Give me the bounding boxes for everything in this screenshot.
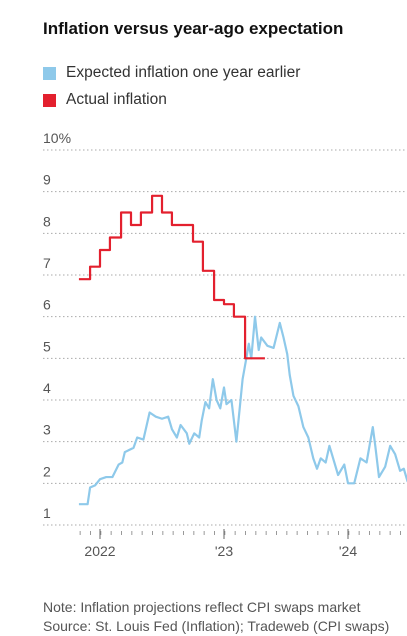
- legend-item-actual: Actual inflation: [43, 91, 167, 109]
- chart-title: Inflation versus year-ago expectation: [43, 19, 344, 38]
- x-tick-label: '24: [339, 543, 357, 559]
- y-tick-label: 10%: [43, 130, 71, 146]
- series-line-actual: [78, 194, 265, 360]
- source-note: Source: St. Louis Fed (Inflation); Trade…: [43, 618, 390, 634]
- legend-label-expected: Expected inflation one year earlier: [66, 64, 301, 81]
- y-tick-label: 2: [43, 463, 51, 479]
- y-tick-label: 9: [43, 172, 51, 188]
- line-chart: 10% 9 8 7 6 5 4 3 2 1 2022 '23 '24: [43, 130, 407, 559]
- y-tick-label: 6: [43, 297, 51, 313]
- series-line-expected: [78, 315, 407, 506]
- legend-item-expected: Expected inflation one year earlier: [43, 64, 300, 82]
- legend-swatch-actual: [43, 93, 56, 107]
- y-tick-label: 4: [43, 380, 51, 396]
- y-tick-label: 1: [43, 505, 51, 521]
- legend-label-actual: Actual inflation: [66, 91, 167, 108]
- y-tick-label: 5: [43, 338, 51, 354]
- x-tick-label: '23: [215, 543, 233, 559]
- y-tick-label: 8: [43, 213, 51, 229]
- footnote: Note: Inflation projections reflect CPI …: [43, 599, 361, 615]
- y-tick-label: 3: [43, 422, 51, 438]
- x-tick-label: 2022: [84, 543, 115, 559]
- legend-swatch-expected: [43, 66, 56, 80]
- y-tick-label: 7: [43, 255, 51, 271]
